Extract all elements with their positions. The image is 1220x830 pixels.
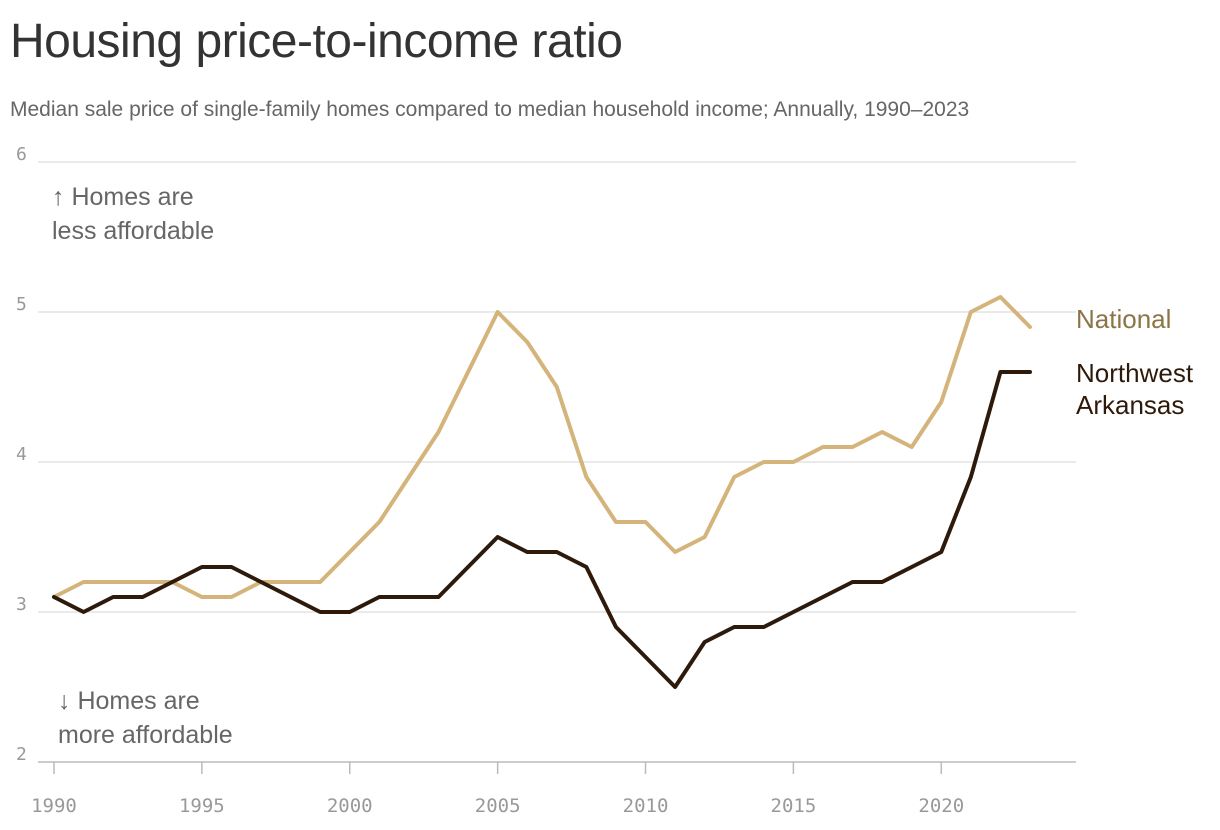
x-tick-label: 2005 [475, 795, 521, 817]
grid-layer [38, 161, 1076, 763]
annotation-up-line2: less affordable [52, 217, 214, 245]
series-label-national: National [1076, 304, 1171, 334]
series-layer [52, 295, 1032, 689]
y-tick-label: 3 [16, 594, 27, 615]
x-tick-label: 2000 [327, 795, 373, 817]
series-label-northwest-arkansas: Northwest Arkansas [1076, 358, 1194, 420]
x-tick-label: 2015 [771, 795, 817, 817]
annotation-down-line1: ↓ Homes are [58, 687, 200, 715]
annotation-down-line2: more affordable [58, 721, 233, 749]
series-line-national [52, 295, 1032, 599]
annotation-less-affordable: ↑ Homes are less affordable [52, 183, 214, 245]
y-tick-label: 6 [16, 144, 27, 165]
x-tick-label: 2010 [623, 795, 669, 817]
y-tick-label: 5 [16, 294, 27, 315]
x-axis: 1990 1995 2000 2005 2010 2015 2020 [31, 762, 964, 817]
chart-title: Housing price-to-income ratio [10, 15, 623, 68]
annotation-more-affordable: ↓ Homes are more affordable [58, 687, 233, 749]
x-tick-label: 1995 [179, 795, 225, 817]
x-tick-label: 1990 [31, 795, 77, 817]
series-labels: National Northwest Arkansas [1076, 304, 1194, 420]
series-line-northwest-arkansas [52, 370, 1032, 689]
chart-subtitle: Median sale price of single-family homes… [10, 98, 970, 121]
y-tick-label: 4 [16, 444, 27, 465]
annotation-up-line1: ↑ Homes are [52, 183, 194, 211]
x-tick-label: 2020 [918, 795, 964, 817]
y-tick-label: 2 [16, 744, 27, 765]
y-axis: 2 3 4 5 6 [16, 144, 27, 765]
